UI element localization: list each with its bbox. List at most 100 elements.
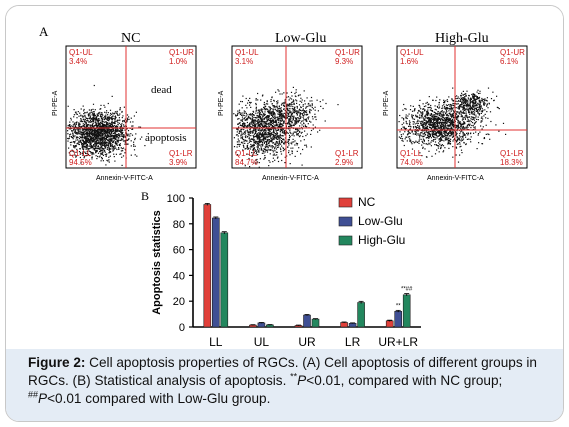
flow-dot [271, 139, 273, 141]
flow-dot [442, 124, 444, 126]
flow-dot [408, 125, 410, 127]
flow-dot [310, 121, 312, 123]
flow-dot [97, 122, 99, 124]
flow-dot [81, 132, 83, 134]
flow-dot [289, 163, 291, 165]
flow-dot [87, 114, 89, 116]
flow-dot [122, 120, 124, 122]
flow-dot [469, 105, 471, 107]
flow-dot [456, 103, 458, 105]
flow-dot [95, 118, 97, 120]
flow-dot [126, 134, 128, 136]
flow-dot [280, 117, 282, 119]
flow-dot [110, 134, 112, 137]
flow-dot [284, 137, 286, 139]
flow-dot [280, 137, 283, 139]
flow-dot [296, 102, 298, 104]
flow-dot [107, 135, 109, 137]
flow-dot [474, 98, 476, 101]
flow-dot [466, 120, 468, 122]
flow-dot [469, 119, 471, 122]
flow-dot [286, 92, 288, 94]
flow-dot [278, 105, 280, 107]
flow-dot [256, 146, 258, 148]
flow-dot [99, 150, 101, 152]
flow-dot [296, 100, 298, 102]
flow-dot [459, 113, 461, 115]
flow-dot [447, 143, 449, 145]
flow-dot [452, 133, 454, 135]
flow-dot [106, 153, 108, 155]
flow-dot [268, 132, 270, 134]
flow-dot [257, 134, 259, 136]
flow-dot [405, 116, 407, 118]
flow-dot [86, 150, 88, 153]
flow-dot [118, 139, 120, 141]
flow-dot [108, 148, 110, 150]
flow-dot [255, 102, 257, 105]
flow-dot [116, 143, 118, 145]
flow-dot [113, 122, 115, 124]
flow-dot [72, 150, 74, 152]
flow-dot [106, 144, 108, 147]
flow-dot [294, 117, 296, 119]
figure-frame: A NC Q1-UL 3.4% Q1-UR 1.0% Q1-LL 94.5% Q1-LR 3.9%… [5, 5, 564, 422]
flow-dot [253, 144, 256, 146]
flow-dot [250, 123, 252, 125]
flow-dot [282, 120, 284, 122]
flow-dot [114, 132, 116, 134]
flow-dot [489, 138, 491, 140]
flow-dot [445, 130, 447, 132]
flow-dot [78, 143, 80, 146]
flow-dot [121, 135, 123, 137]
flow-dot [100, 150, 102, 152]
flow-dot [474, 121, 476, 124]
flow-dot [505, 133, 507, 135]
flow-dot [275, 91, 277, 93]
flow-dot [109, 125, 111, 127]
flow-dot [86, 139, 88, 141]
flow-dot [73, 126, 75, 128]
flow-dot [433, 122, 436, 124]
flow-dot [110, 129, 112, 132]
flow-dot [490, 120, 492, 123]
flow-dot [442, 145, 445, 147]
flow-dot [474, 99, 476, 101]
flow-dot [310, 105, 312, 107]
flow-dot [286, 155, 288, 157]
flow-dot [452, 114, 454, 116]
flow-dot [467, 116, 469, 118]
flow-dot [238, 145, 240, 147]
flow-dot [96, 137, 98, 139]
flow-dot [282, 114, 284, 117]
flow-dot [470, 112, 472, 114]
flow-dot [132, 125, 134, 127]
flow-dot [440, 127, 442, 129]
flow-dot [89, 154, 91, 157]
flow-dot [421, 114, 423, 116]
flow-dot [444, 136, 446, 138]
flow-dot [104, 144, 106, 146]
flow-dot [438, 106, 441, 108]
flow-dot [75, 151, 77, 153]
flow-dot [278, 112, 281, 114]
flow-dot [264, 131, 266, 133]
flow-dot [274, 142, 276, 144]
flow-dot [68, 124, 71, 126]
flow-dot [477, 92, 480, 95]
flow-dot [291, 152, 293, 155]
flow-dot [74, 125, 77, 127]
flow-dot [283, 149, 286, 151]
flow-dot [309, 104, 311, 106]
flow-dot [296, 107, 298, 109]
flow-dot [484, 109, 486, 111]
flow-dot [112, 150, 114, 152]
flow-dot [457, 143, 459, 145]
flow-dot [425, 102, 427, 104]
flow-dot [421, 113, 424, 115]
flow-dot [276, 154, 278, 156]
flow-dot [449, 125, 451, 127]
flow-dot [427, 133, 429, 135]
flow-dot [442, 118, 444, 120]
flow-dot [277, 129, 279, 131]
